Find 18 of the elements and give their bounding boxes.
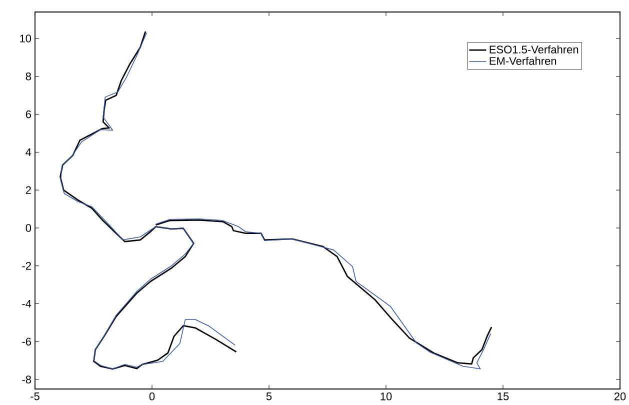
x-tick-label: -5 [30, 392, 40, 400]
x-tick-label: 20 [614, 392, 626, 400]
x-tick-label: 15 [498, 392, 509, 400]
y-tick-label: -4 [22, 300, 32, 308]
y-tick-label: -6 [22, 338, 32, 346]
y-tick-label: -8 [22, 376, 32, 384]
y-tick-label: 0 [26, 224, 32, 232]
y-tick-label: 8 [26, 72, 32, 80]
x-tick-label: 5 [266, 392, 272, 400]
y-tick-label: 4 [26, 148, 32, 156]
y-tick-label: -2 [22, 262, 31, 270]
x-tick-label: 0 [149, 392, 155, 400]
legend-label: ESO1.5-Verfahren [490, 45, 578, 54]
y-tick-label: 10 [20, 34, 32, 42]
y-tick-label: 2 [26, 186, 31, 194]
legend-label: EM-Verfahren [490, 56, 556, 65]
y-tick-label: 6 [26, 110, 32, 118]
x-tick-label: 10 [380, 392, 392, 400]
